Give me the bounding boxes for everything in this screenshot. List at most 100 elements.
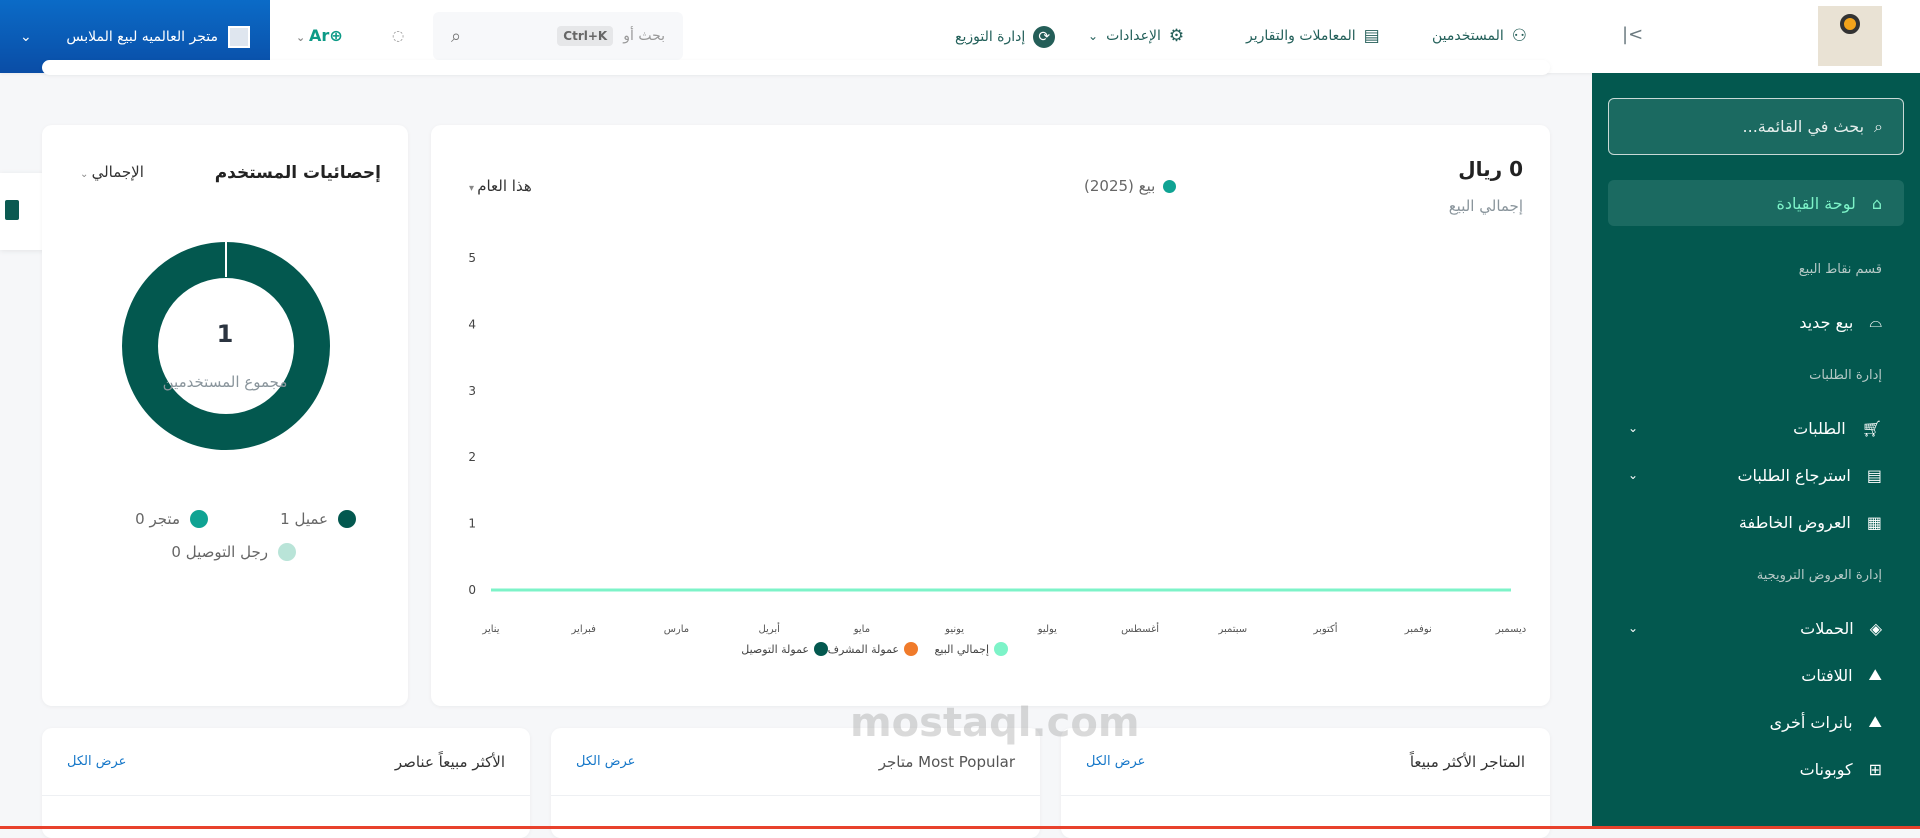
chevron-down-icon: ⌄	[80, 169, 92, 180]
x-tick-label: يناير	[481, 624, 499, 635]
sidebar-section-title: إدارة العروض الترويجية	[1756, 568, 1882, 583]
legend-label: عميل 1	[280, 510, 328, 528]
x-tick-label: مارس	[664, 624, 689, 635]
legend-dot-icon	[904, 642, 918, 656]
layers-icon: ◈	[1869, 618, 1882, 638]
sidebar-item[interactable]: ◈ الحملات ⌄	[1608, 605, 1904, 651]
users-donut-chart	[122, 241, 330, 450]
nav-transactions[interactable]: ▤ المعاملات والتقارير	[1246, 26, 1380, 46]
x-tick-label: سبتمبر	[1217, 624, 1247, 635]
home-icon: ⌂	[1871, 193, 1882, 213]
shortcut-badge: Ctrl+K	[557, 26, 614, 46]
x-tick-label: أبريل	[758, 622, 780, 635]
chevron-down-icon: ⌄	[296, 31, 310, 44]
sales-chart-card: 0 ريال إجمالي البيع بيع (2025) ▾ هذا الع…	[431, 125, 1550, 706]
sidebar-item-dashboard[interactable]: ⌂ لوحة القيادة	[1608, 180, 1904, 226]
sidebar-item-label: استرجاع الطلبات	[1737, 465, 1851, 485]
sidebar-item[interactable]: ▤ استرجاع الطلبات ⌄	[1608, 452, 1904, 498]
y-tick-label: 1	[468, 517, 476, 531]
sidebar-item-label: بانرات أخرى	[1769, 712, 1853, 732]
stats-filter-dropdown[interactable]: ⌄ الإجمالي	[80, 163, 144, 181]
grid-icon: ▦	[1866, 512, 1882, 532]
sales-line-chart: 0 1 2 3 4 5 يناير فبراير مارس أبريل مايو يونيو يوليو…	[468, 251, 1526, 656]
bookmark-icon	[5, 200, 19, 220]
legend-dot-icon	[278, 543, 296, 561]
sidebar-header: |<	[1592, 0, 1920, 73]
summary-cards-row	[42, 60, 1550, 75]
card-title: الأكثر مبيعاً عناصر	[394, 752, 505, 771]
sync-icon: ⟳	[1033, 26, 1056, 48]
mostaql-watermark: mostaql.com	[850, 700, 1140, 746]
view-all-link[interactable]: عرض الكل	[576, 754, 636, 769]
sidebar-item[interactable]: ▦ العروض الخاطفة	[1608, 499, 1904, 545]
chevron-down-icon: ⌄	[1628, 468, 1639, 482]
series-label-text: بيع (2025)	[1084, 177, 1156, 195]
bottom-accent-line	[0, 826, 1920, 829]
x-tick-label: يوليو	[1037, 624, 1057, 635]
collapse-sidebar-icon[interactable]: |<	[1622, 24, 1644, 45]
floating-side-tab[interactable]	[0, 173, 48, 250]
period-label: هذا العام	[477, 177, 532, 195]
view-all-link[interactable]: عرض الكل	[1086, 754, 1146, 769]
chevron-down-icon: ⌄	[1628, 421, 1639, 435]
sidebar-item-label: بيع جديد	[1799, 312, 1854, 332]
chevron-down-icon: ⌄	[20, 28, 32, 45]
view-all-link[interactable]: عرض الكل	[67, 754, 127, 769]
search-placeholder: بحث أو	[623, 28, 665, 44]
series-label: بيع (2025)	[1084, 177, 1177, 195]
chevron-down-icon: ⌄	[1088, 29, 1099, 43]
sidebar-section-title: قسم نقاط البيع	[1798, 262, 1882, 277]
nav-users[interactable]: ⚇ المستخدمين	[1432, 26, 1527, 46]
series-dot-icon	[1163, 179, 1177, 193]
sidebar-item[interactable]: ⊞ كوبونات	[1608, 746, 1904, 792]
nav-settings[interactable]: ⚙ الإعدادات ⌄	[1088, 26, 1184, 46]
y-tick-label: 2	[468, 450, 476, 464]
search-icon: ⌕	[451, 25, 462, 47]
top-stores-card: المتاجر الأكثر مبيعاً عرض الكل	[1061, 728, 1550, 838]
sun-soft-logo	[1818, 6, 1882, 66]
legend-dot-icon	[814, 642, 828, 656]
legend-dot-icon	[994, 642, 1008, 656]
globe-icon: ⊕	[329, 26, 343, 45]
receipt-icon: ▤	[1866, 465, 1882, 485]
sidebar-item[interactable]: 🛒︎ الطلبات ⌄	[1608, 405, 1904, 451]
x-tick-label: ديسمبر	[1495, 624, 1526, 635]
stats-title: إحصائيات المستخدم	[214, 163, 381, 183]
user-icon: ⚇	[1511, 26, 1527, 46]
language-label: Ar	[309, 26, 330, 45]
store-icon	[228, 25, 250, 48]
basket-icon: ⌓	[1869, 312, 1882, 331]
clipboard-icon: ▤	[1363, 26, 1380, 46]
legend-label: إجمالي البيع	[935, 643, 989, 656]
sidebar-item-label: العروض الخاطفة	[1738, 512, 1851, 532]
legend-label: عمولة التوصيل	[741, 643, 809, 656]
gear-icon: ⚙	[1168, 26, 1185, 46]
legend-label: عمولة المشرف	[828, 643, 899, 656]
card-title: المتاجر الأكثر مبيعاً	[1409, 752, 1525, 771]
language-selector[interactable]: ⌄ Ar⊕	[296, 26, 343, 45]
nav-label: المستخدمين	[1432, 28, 1504, 44]
search-input[interactable]: بحث أو Ctrl+K ⌕	[433, 12, 683, 60]
nav-distribution[interactable]: ⟳ إدارة التوزيع	[955, 26, 1056, 48]
sidebar-search-input[interactable]: ⌕ بحث في القائمة...	[1608, 98, 1904, 155]
total-users-value: 1	[216, 320, 234, 348]
sidebar-item-label: الحملات	[1800, 618, 1854, 638]
sidebar-item[interactable]: ⛰︎ اللافتات	[1608, 652, 1904, 698]
chevron-down-icon: ⌄	[1628, 621, 1639, 635]
sidebar-item[interactable]: ⌓ بيع جديد	[1608, 299, 1904, 345]
stats-filter-label: الإجمالي	[91, 163, 144, 181]
y-tick-label: 4	[468, 317, 476, 331]
x-tick-label: نوفمبر	[1404, 624, 1432, 635]
image-icon: ⛰︎	[1868, 665, 1882, 684]
image-icon: ⛰︎	[1868, 712, 1882, 731]
x-tick-label: أغسطس	[1121, 622, 1159, 635]
nav-label: إدارة التوزيع	[955, 29, 1026, 45]
legend-dot-icon	[338, 510, 356, 528]
popular-stores-card: Most Popular متاجر عرض الكل	[551, 728, 1040, 838]
period-dropdown[interactable]: ▾ هذا العام	[469, 177, 532, 195]
card-title: Most Popular متاجر	[878, 752, 1015, 771]
sidebar-item-label: كوبونات	[1799, 759, 1853, 779]
chat-icon[interactable]: ◌	[392, 28, 405, 44]
legend-store: متجر 0	[135, 510, 208, 528]
sidebar-item[interactable]: ⛰︎ بانرات أخرى	[1608, 699, 1904, 745]
